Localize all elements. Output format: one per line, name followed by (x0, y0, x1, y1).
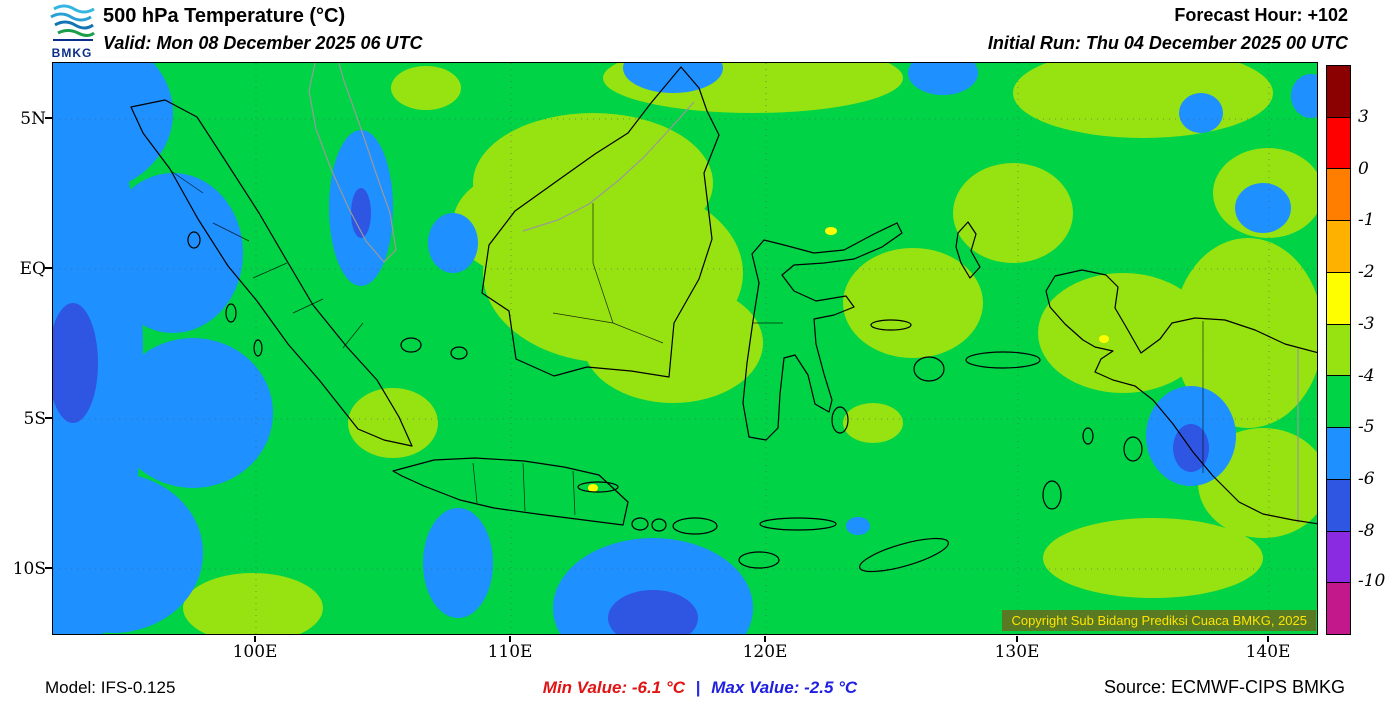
colorbar-segment (1327, 220, 1350, 272)
source-label: Source: ECMWF-CIPS BMKG (1103, 677, 1345, 697)
colorbar-label: -2 (1358, 262, 1375, 282)
model-label: Model: IFS-0.125 (45, 678, 176, 697)
valid-time: Valid: Mon 08 December 2025 06 UTC (103, 33, 423, 53)
minmax-values: Min Value: -6.1 °C | Max Value: -2.5 °C (420, 678, 980, 698)
axis-tick (254, 636, 256, 642)
x-axis-label: 140E (1245, 642, 1291, 662)
coastlines (130, 66, 1317, 573)
axis-tick (764, 636, 766, 642)
map-title: 500 hPa Temperature (°C) (103, 5, 346, 27)
field-cold-cores (53, 188, 1209, 634)
axis-tick (45, 117, 52, 119)
colorbar-label: -4 (1358, 366, 1375, 386)
axis-tick (45, 567, 52, 569)
colorbar-segment (1327, 478, 1350, 531)
axis-tick (45, 267, 52, 269)
axis-tick (45, 417, 52, 419)
axis-tick (1016, 636, 1018, 642)
colorbar (1326, 65, 1351, 635)
colorbar-segment (1327, 66, 1350, 117)
initial-run: Initial Run: Thu 04 December 2025 00 UTC (987, 33, 1348, 53)
bmkg-logo-icon (50, 4, 95, 41)
graticule (53, 63, 1317, 634)
min-value: Min Value: -6.1 °C (542, 678, 685, 697)
colorbar-label: -5 (1358, 417, 1375, 437)
field-warm-specks (588, 227, 1109, 492)
temperature-field (53, 63, 1317, 634)
x-axis-label: 120E (742, 642, 788, 662)
colorbar-label: -1 (1358, 210, 1375, 230)
colorbar-segment (1327, 168, 1350, 221)
axis-tick (509, 636, 511, 642)
colorbar-segment (1327, 116, 1350, 169)
colorbar-segment (1327, 375, 1350, 428)
colorbar-segment (1327, 582, 1350, 635)
colorbar-label: 3 (1358, 107, 1369, 127)
colorbar-label: 0 (1358, 159, 1369, 179)
y-axis-label: EQ (19, 259, 46, 279)
copyright-overlay: Copyright Sub Bidang Prediksi Cuaca BMKG… (1002, 610, 1316, 631)
y-axis-label: 5S (23, 409, 46, 429)
colorbar-segment (1327, 323, 1350, 376)
colorbar-label: -3 (1358, 314, 1375, 334)
x-axis-label: 100E (232, 642, 278, 662)
x-axis-label: 130E (994, 642, 1040, 662)
colorbar-label: -8 (1358, 521, 1375, 541)
bmkg-logo-text: BMKG (51, 46, 93, 60)
colorbar-segment (1327, 530, 1350, 583)
colorbar-segment (1327, 271, 1350, 324)
admin-boundaries (170, 170, 1204, 516)
max-value: Max Value: -2.5 °C (711, 678, 858, 697)
colorbar-segment (1327, 427, 1350, 479)
y-axis-label: 10S (12, 559, 46, 579)
x-axis-label: 110E (487, 642, 533, 662)
y-axis-label: 5N (20, 109, 46, 129)
colorbar-label: -6 (1358, 469, 1375, 489)
foreign-borders (308, 63, 1299, 523)
forecast-hour: Forecast Hour: +102 (1174, 5, 1348, 25)
forecast-map: Copyright Sub Bidang Prediksi Cuaca BMKG… (52, 62, 1318, 635)
bmkg-logo: BMKG (44, 2, 100, 60)
minmax-separator: | (695, 678, 701, 697)
axis-tick (1267, 636, 1269, 642)
colorbar-label: -10 (1358, 571, 1386, 591)
